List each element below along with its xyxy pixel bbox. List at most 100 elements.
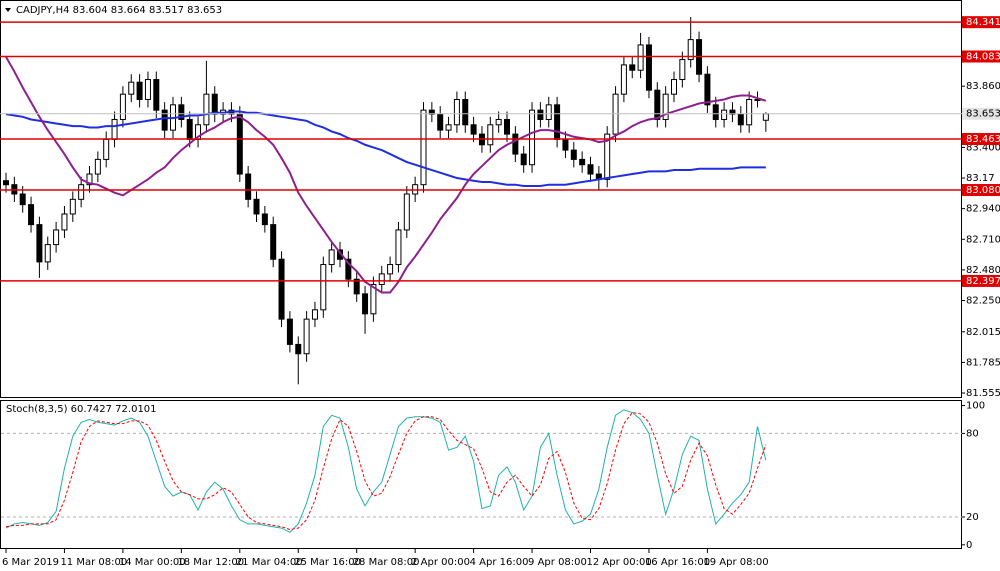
level-label: 83.463 xyxy=(966,134,1000,145)
candle-body xyxy=(253,198,260,215)
candle-body xyxy=(61,213,68,231)
candle-body xyxy=(462,99,469,126)
x-tick-label: 9 Apr 08:00 xyxy=(528,557,587,568)
candle-body xyxy=(186,118,193,140)
candle-body xyxy=(395,229,402,266)
candle-body xyxy=(69,198,76,215)
candle-body xyxy=(520,153,527,166)
level-label: 84.083 xyxy=(966,52,1000,63)
x-tick-label: 11 Mar 08:00 xyxy=(60,557,127,568)
indicator-title: Stoch(8,3,5) 60.7427 72.0101 xyxy=(6,404,157,415)
candle-body xyxy=(687,39,694,61)
level-label: 82.397 xyxy=(966,276,1000,287)
candle-body xyxy=(470,124,477,135)
oscillator-line xyxy=(5,411,767,531)
candle-body xyxy=(654,89,661,120)
level-label-bg xyxy=(962,50,1000,63)
y-tick-label: 81.785 xyxy=(966,357,1000,368)
candle-body xyxy=(679,59,686,81)
candle-body xyxy=(295,343,302,355)
candle-body xyxy=(562,138,569,151)
candle-body xyxy=(378,273,385,286)
candle-body xyxy=(570,149,577,160)
candle-body xyxy=(537,109,544,120)
y-tick-label: 81.555 xyxy=(966,388,1000,399)
x-tick-label: 4 Apr 16:00 xyxy=(470,557,529,568)
price-panel-frame xyxy=(0,0,962,398)
x-tick-label: 16 Apr 16:00 xyxy=(645,557,710,568)
candle-body xyxy=(420,109,427,186)
candle-body xyxy=(286,318,293,345)
candle-body xyxy=(671,79,677,95)
candle-body xyxy=(554,104,561,140)
candle-body xyxy=(19,193,26,206)
x-tick-label: 19 Apr 08:00 xyxy=(703,557,768,568)
last-price-bg xyxy=(962,107,1000,120)
candle-body xyxy=(637,44,644,71)
y-tick-label: 82.015 xyxy=(966,327,1000,338)
level-label-bg xyxy=(962,184,1000,197)
candle-body xyxy=(362,293,369,315)
candle-body xyxy=(712,104,719,120)
y-tick-label: 80 xyxy=(966,428,979,439)
x-tick-label: 28 Mar 08:00 xyxy=(353,557,420,568)
candle-body xyxy=(721,109,728,120)
level-label-bg xyxy=(962,274,1000,287)
candle-body xyxy=(111,118,118,140)
candle-body xyxy=(161,109,168,131)
collapse-arrow xyxy=(5,8,11,12)
candle-body xyxy=(746,99,753,126)
candle-body xyxy=(762,113,769,121)
candle-body xyxy=(437,113,444,131)
candle-body xyxy=(387,264,394,275)
last-price-label: 83.653 xyxy=(966,109,1000,120)
candle-body xyxy=(453,99,460,126)
candle-body xyxy=(445,124,452,131)
candle-body xyxy=(303,318,310,355)
candle-body xyxy=(245,173,252,200)
x-tick-label: 2 Apr 00:00 xyxy=(411,557,470,568)
x-tick-label: 14 Mar 00:00 xyxy=(119,557,186,568)
x-tick-label: 18 Mar 12:00 xyxy=(177,557,244,568)
candle-body xyxy=(153,79,160,111)
candle-body xyxy=(704,73,711,106)
candle-body xyxy=(270,224,277,260)
candle-body xyxy=(128,81,135,95)
oscillator-line xyxy=(5,409,767,533)
y-tick-label: 0 xyxy=(966,540,972,551)
candle-body xyxy=(662,93,669,120)
candle-body xyxy=(94,158,101,175)
candle-body xyxy=(261,213,268,226)
candle-body xyxy=(545,104,552,120)
level-label: 84.341 xyxy=(966,17,1000,28)
candle-body xyxy=(103,138,110,160)
candle-body xyxy=(620,64,627,95)
candle-body xyxy=(311,309,318,320)
y-tick-label: 83.17 xyxy=(966,173,995,184)
candle-body xyxy=(737,113,744,126)
candle-body xyxy=(512,133,519,155)
candle-body xyxy=(236,113,243,175)
candle-body xyxy=(78,184,85,200)
level-label: 83.080 xyxy=(966,185,1000,196)
moving-average xyxy=(5,56,767,294)
candle-body xyxy=(495,118,502,126)
candle-body xyxy=(178,104,185,120)
candle-body xyxy=(211,93,218,115)
candle-body xyxy=(370,284,377,315)
candle-body xyxy=(529,109,536,166)
candle-body xyxy=(487,124,494,146)
y-tick-label: 20 xyxy=(966,512,979,523)
candle-body xyxy=(278,258,285,320)
candle-body xyxy=(345,258,352,280)
x-tick-label: 21 Mar 04:00 xyxy=(236,557,303,568)
candle-body xyxy=(504,118,510,135)
y-tick-label: 82.710 xyxy=(966,234,1000,245)
x-tick-label: 25 Mar 16:00 xyxy=(294,557,361,568)
moving-average xyxy=(5,110,766,188)
candle-body xyxy=(403,193,410,231)
y-tick-label: 100 xyxy=(966,401,985,412)
